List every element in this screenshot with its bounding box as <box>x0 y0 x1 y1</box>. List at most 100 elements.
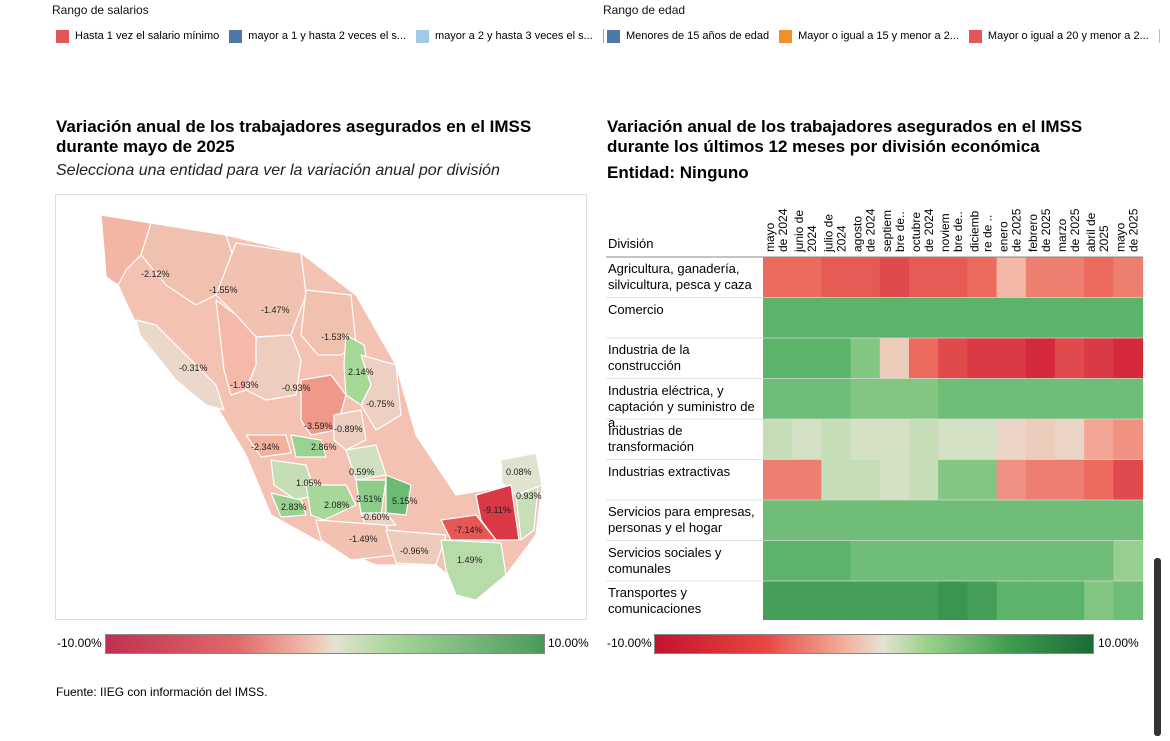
heatmap-cell[interactable] <box>1055 338 1085 379</box>
heatmap-cell[interactable] <box>1055 257 1085 298</box>
heatmap-row-label[interactable]: Industrias extractivas <box>608 463 731 479</box>
heatmap-cell[interactable] <box>821 257 852 298</box>
heatmap-cell[interactable] <box>879 419 910 460</box>
heatmap-cell[interactable] <box>850 540 881 582</box>
heatmap-cell[interactable] <box>1055 540 1085 582</box>
heatmap-cell[interactable] <box>938 297 968 339</box>
heatmap-cell[interactable] <box>996 257 1027 298</box>
heatmap-cell[interactable] <box>1084 500 1114 541</box>
heatmap-cell[interactable] <box>1084 297 1114 339</box>
heatmap-cell[interactable] <box>879 257 910 298</box>
heatmap-cell[interactable] <box>967 500 998 541</box>
heatmap-cell[interactable] <box>821 459 852 501</box>
age-legend-item[interactable]: Mayor o igual a 20 y menor a 2... <box>968 29 1149 43</box>
heatmap-cell[interactable] <box>909 419 939 460</box>
heatmap-cell[interactable] <box>763 540 793 582</box>
map-region[interactable] <box>475 484 520 541</box>
heatmap-cell[interactable] <box>821 378 852 420</box>
heatmap-cell[interactable] <box>996 581 1027 620</box>
heatmap-cell[interactable] <box>938 378 968 420</box>
heatmap-cell[interactable] <box>850 297 881 339</box>
heatmap-cell[interactable] <box>938 338 968 379</box>
heatmap-cell[interactable] <box>909 338 939 379</box>
heatmap-cell[interactable] <box>1084 581 1114 620</box>
heatmap-cell[interactable] <box>850 581 881 620</box>
heatmap-cell[interactable] <box>909 581 939 620</box>
heatmap[interactable]: mayo de 2024 junio de 2024 julio de 2024 agost… <box>600 190 1150 620</box>
map-region[interactable] <box>290 434 327 458</box>
heatmap-cell[interactable] <box>967 459 998 501</box>
heatmap-cell[interactable] <box>821 338 852 379</box>
heatmap-cell[interactable] <box>763 257 793 298</box>
heatmap-cell[interactable] <box>792 581 822 620</box>
heatmap-cell[interactable] <box>792 257 822 298</box>
heatmap-cell[interactable] <box>996 459 1027 501</box>
heatmap-cell[interactable] <box>763 459 793 501</box>
heatmap-cell[interactable] <box>996 540 1027 582</box>
salary-legend-item[interactable]: mayor a 2 y hasta 3 veces el s... <box>416 29 593 43</box>
heatmap-cell[interactable] <box>879 459 910 501</box>
heatmap-cell[interactable] <box>1025 500 1056 541</box>
heatmap-cell[interactable] <box>1113 500 1144 541</box>
map-region[interactable] <box>440 514 497 541</box>
heatmap-cell[interactable] <box>938 581 968 620</box>
heatmap-cell[interactable] <box>821 297 852 339</box>
heatmap-cell[interactable] <box>850 459 881 501</box>
heatmap-cell[interactable] <box>938 500 968 541</box>
heatmap-cell[interactable] <box>967 257 998 298</box>
heatmap-cell[interactable] <box>879 378 910 420</box>
map-region[interactable] <box>305 484 357 521</box>
heatmap-cell[interactable] <box>1113 378 1144 420</box>
heatmap-cell[interactable] <box>1084 419 1114 460</box>
heatmap-cell[interactable] <box>763 338 793 379</box>
heatmap-cell[interactable] <box>1055 297 1085 339</box>
heatmap-cell[interactable] <box>967 338 998 379</box>
heatmap-cell[interactable] <box>1055 419 1085 460</box>
heatmap-cell[interactable] <box>1025 581 1056 620</box>
heatmap-cell[interactable] <box>763 500 793 541</box>
heatmap-cell[interactable] <box>1113 338 1144 379</box>
heatmap-cell[interactable] <box>879 540 910 582</box>
heatmap-cell[interactable] <box>1025 459 1056 501</box>
heatmap-cell[interactable] <box>1113 459 1144 501</box>
heatmap-cell[interactable] <box>996 378 1027 420</box>
heatmap-cell[interactable] <box>996 297 1027 339</box>
salary-legend-item[interactable]: Hasta 1 vez el salario mínimo <box>56 29 219 43</box>
heatmap-cell[interactable] <box>1113 297 1144 339</box>
heatmap-cell[interactable] <box>1055 500 1085 541</box>
heatmap-cell[interactable] <box>763 581 793 620</box>
heatmap-cell[interactable] <box>792 378 822 420</box>
age-legend-item[interactable]: Mayor o igual a 15 y menor a 2... <box>779 29 959 43</box>
heatmap-cell[interactable] <box>879 297 910 339</box>
heatmap-cell[interactable] <box>1084 338 1114 379</box>
heatmap-cell[interactable] <box>850 500 881 541</box>
map-region[interactable] <box>245 434 292 458</box>
map-region[interactable] <box>385 529 447 566</box>
heatmap-cell[interactable] <box>792 540 822 582</box>
heatmap-cell[interactable] <box>763 378 793 420</box>
heatmap-cell[interactable] <box>1113 419 1144 460</box>
heatmap-cell[interactable] <box>909 297 939 339</box>
scrollbar-thumb[interactable] <box>1154 558 1161 736</box>
heatmap-cell[interactable] <box>1084 540 1114 582</box>
heatmap-cell[interactable] <box>996 338 1027 379</box>
heatmap-cell[interactable] <box>1025 257 1056 298</box>
map-region[interactable] <box>270 492 307 518</box>
map-region[interactable] <box>300 289 357 356</box>
heatmap-cell[interactable] <box>967 378 998 420</box>
age-legend-item[interactable]: Menores de 15 años de edad <box>607 29 769 43</box>
heatmap-cell[interactable] <box>1025 419 1056 460</box>
heatmap-cell[interactable] <box>967 581 998 620</box>
heatmap-cell[interactable] <box>821 419 852 460</box>
heatmap-cell[interactable] <box>1084 378 1114 420</box>
map-region[interactable] <box>385 474 412 516</box>
heatmap-cell[interactable] <box>909 459 939 501</box>
heatmap-cell[interactable] <box>1055 581 1085 620</box>
heatmap-cell[interactable] <box>909 500 939 541</box>
heatmap-row-label[interactable]: Agricultura, ganadería, silvicultura, pe… <box>608 261 752 292</box>
heatmap-cell[interactable] <box>763 419 793 460</box>
heatmap-cell[interactable] <box>792 338 822 379</box>
heatmap-cell[interactable] <box>879 500 910 541</box>
heatmap-cell[interactable] <box>850 257 881 298</box>
heatmap-row-label[interactable]: Industrias de transformación <box>608 423 694 454</box>
